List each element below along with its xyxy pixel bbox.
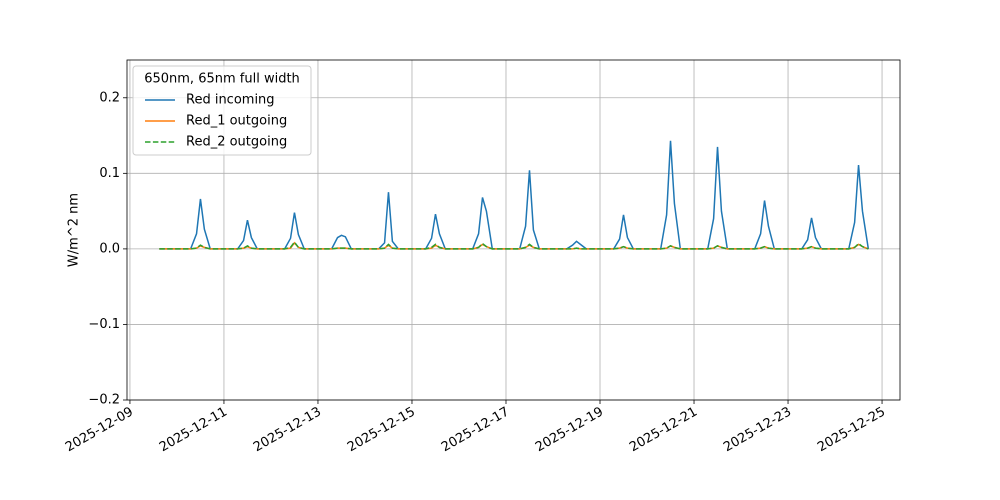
x-tick-label: 2025-12-21 xyxy=(627,404,700,455)
x-tick-label: 2025-12-09 xyxy=(63,404,136,455)
plot-frame xyxy=(126,59,901,401)
y-tick-label: 0.2 xyxy=(99,90,120,105)
legend-box xyxy=(132,65,312,156)
y-tick-label: −0.1 xyxy=(88,317,120,332)
y-axis-label: W/m^2 nm xyxy=(67,193,82,267)
x-tick-label: 2025-12-25 xyxy=(815,404,888,455)
x-tick-label: 2025-12-11 xyxy=(157,404,230,455)
y-tick-label: 0.0 xyxy=(99,241,120,256)
data-line xyxy=(159,140,870,250)
data-line xyxy=(159,240,869,250)
legend-title: 650nm, 65nm full width xyxy=(144,72,300,87)
y-tick-label: −0.2 xyxy=(88,393,120,408)
legend-label: Red incoming xyxy=(186,93,275,108)
x-tick-label: 2025-12-13 xyxy=(251,404,324,455)
x-tick-label: 2025-12-23 xyxy=(721,404,794,455)
legend-label: Red_2 outgoing xyxy=(186,135,287,150)
y-tick-label: 0.1 xyxy=(99,166,120,181)
x-tick-label: 2025-12-19 xyxy=(533,404,606,455)
legend-label: Red_1 outgoing xyxy=(186,114,287,129)
x-tick-label: 2025-12-17 xyxy=(439,404,512,455)
x-tick-label: 2025-12-15 xyxy=(345,404,418,455)
